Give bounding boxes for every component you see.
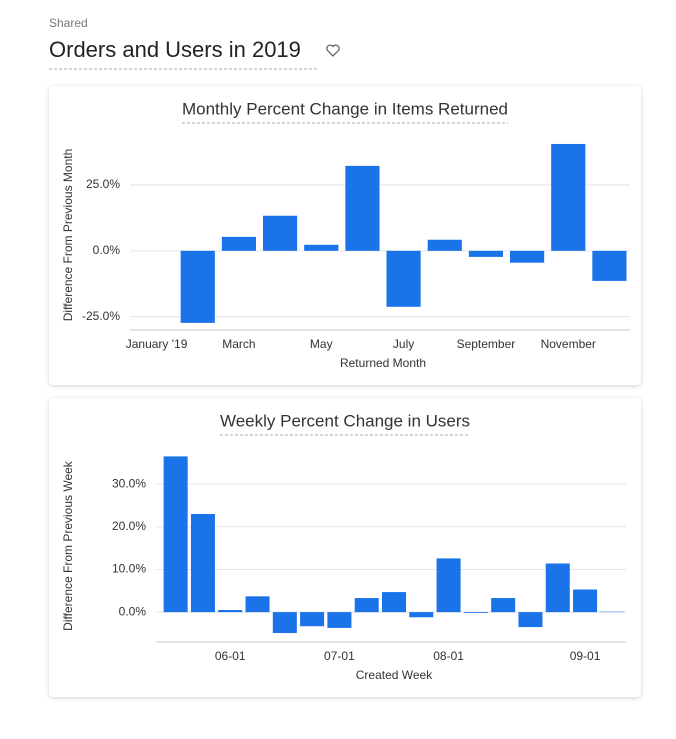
chart-title: Monthly Percent Change in Items Returned xyxy=(182,99,508,118)
bar xyxy=(518,612,543,628)
y-tick-label: 0.0% xyxy=(93,243,121,257)
chart-card xyxy=(49,398,641,697)
folder-label: Shared xyxy=(49,16,88,30)
x-axis-label: Created Week xyxy=(356,668,433,682)
x-tick-label: November xyxy=(541,337,596,351)
bar xyxy=(218,610,243,613)
y-tick-label: 0.0% xyxy=(119,604,147,618)
bar xyxy=(300,612,325,627)
bar xyxy=(551,143,586,251)
x-tick-label: 08-01 xyxy=(433,649,464,663)
bar xyxy=(381,592,407,613)
bar xyxy=(463,612,488,613)
x-tick-label: March xyxy=(222,337,255,351)
chart-title: Weekly Percent Change in Users xyxy=(220,411,470,430)
favorite-icon[interactable] xyxy=(326,44,340,57)
bar xyxy=(491,598,516,613)
y-axis-label: Difference From Previous Week xyxy=(61,460,75,631)
bar xyxy=(409,612,434,618)
bar xyxy=(427,239,462,251)
bar xyxy=(163,456,188,613)
bar xyxy=(180,250,215,323)
bar xyxy=(345,165,380,251)
y-axis-label: Difference From Previous Month xyxy=(61,149,75,322)
bar xyxy=(262,215,298,251)
x-tick-label: January '19 xyxy=(126,337,188,351)
bar xyxy=(592,250,627,281)
dashboard-title: Orders and Users in 2019 xyxy=(49,37,301,62)
bar xyxy=(573,589,598,613)
bar xyxy=(245,596,270,613)
y-tick-label: 10.0% xyxy=(112,562,146,576)
bar xyxy=(272,612,297,634)
bar xyxy=(190,514,215,613)
x-tick-label: 07-01 xyxy=(324,649,355,663)
x-tick-label: 09-01 xyxy=(570,649,601,663)
bar xyxy=(545,563,570,613)
bar xyxy=(386,250,421,307)
bar xyxy=(354,598,379,613)
bar xyxy=(509,250,545,263)
y-tick-label: 30.0% xyxy=(112,476,146,490)
bar xyxy=(304,244,339,251)
y-tick-label: 20.0% xyxy=(112,519,146,533)
bar xyxy=(468,250,504,257)
x-tick-label: September xyxy=(457,337,516,351)
y-tick-label: 25.0% xyxy=(86,177,120,191)
x-axis-label: Returned Month xyxy=(340,356,426,370)
y-tick-label: -25.0% xyxy=(82,309,120,323)
bar xyxy=(436,558,461,613)
x-tick-label: 06-01 xyxy=(215,649,246,663)
x-tick-label: May xyxy=(310,337,333,351)
bar xyxy=(221,236,257,251)
bar xyxy=(327,612,352,628)
x-tick-label: July xyxy=(393,337,414,351)
